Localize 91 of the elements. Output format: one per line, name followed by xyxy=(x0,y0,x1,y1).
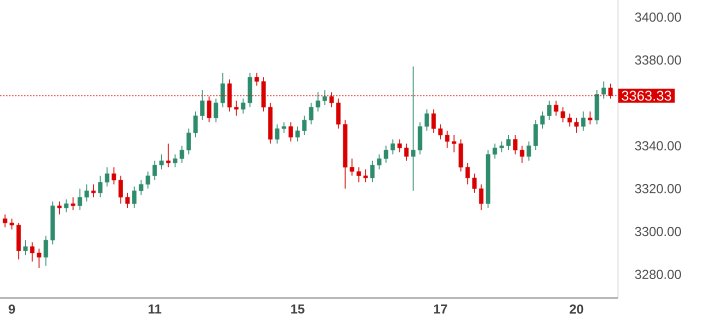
candlestick xyxy=(363,168,368,183)
candlestick xyxy=(2,214,8,228)
candlestick xyxy=(322,90,327,106)
candlestick xyxy=(568,113,572,127)
candlestick xyxy=(526,141,532,162)
candlestick xyxy=(302,115,307,136)
candlestick xyxy=(240,98,246,114)
candlestick xyxy=(492,143,498,160)
x-tick-label: 11 xyxy=(148,304,162,314)
candlestick xyxy=(23,240,28,256)
candlestick xyxy=(78,188,82,211)
candlestick xyxy=(350,158,354,176)
candlestick xyxy=(84,184,89,202)
candlestick xyxy=(540,111,545,130)
candlestick xyxy=(506,134,511,151)
candlestick xyxy=(214,98,218,123)
candlestick xyxy=(70,196,76,211)
candlestick xyxy=(282,122,286,134)
x-tick-label: 17 xyxy=(434,304,448,314)
candlestick xyxy=(554,100,558,116)
candlestick xyxy=(234,100,239,116)
candlestick xyxy=(125,192,130,208)
candlestick xyxy=(132,186,136,208)
candlestick xyxy=(397,138,402,153)
y-tick-label: 3400.00 xyxy=(635,12,682,22)
x-tick-label: 15 xyxy=(291,304,304,314)
candlestick xyxy=(581,111,586,132)
candlestick xyxy=(152,160,157,181)
candlestick xyxy=(479,184,484,211)
candlestick xyxy=(316,92,320,112)
candlestick xyxy=(445,130,450,148)
candlestick xyxy=(370,160,375,183)
candlestick xyxy=(180,145,184,164)
candlestick xyxy=(172,154,178,168)
candlestick xyxy=(10,218,14,230)
candlestick xyxy=(574,117,579,134)
ref-line-label: 3363.33 xyxy=(622,90,672,101)
candlestick xyxy=(520,145,524,164)
candlestick xyxy=(30,242,34,262)
candlestick xyxy=(98,175,102,198)
y-tick-label: 3340.00 xyxy=(635,141,682,150)
candlestick xyxy=(418,122,422,155)
candlestick xyxy=(44,235,48,266)
candlestick xyxy=(431,108,436,134)
candlestick xyxy=(472,173,477,194)
y-tick-label: 3300.00 xyxy=(635,226,682,236)
candlestick xyxy=(424,108,430,132)
candlestick xyxy=(295,126,300,142)
candlestick xyxy=(138,180,144,196)
candlestick xyxy=(118,175,123,204)
candlestick xyxy=(356,166,361,183)
candlestick xyxy=(57,201,62,215)
candlestick xyxy=(91,184,96,198)
candlestick xyxy=(452,134,456,153)
candlestick xyxy=(193,111,198,138)
candlestick xyxy=(200,90,205,120)
candlestick xyxy=(499,141,504,153)
candlestick xyxy=(560,106,566,123)
candlestick xyxy=(274,124,280,144)
candlestick xyxy=(458,138,464,172)
candlestick xyxy=(159,154,164,170)
candlestick xyxy=(206,96,212,123)
candlestick xyxy=(64,198,68,213)
candlestick xyxy=(112,166,116,185)
candlestick xyxy=(547,100,552,120)
candlestick xyxy=(377,154,382,170)
candlestick xyxy=(438,124,443,140)
candlestick xyxy=(288,122,293,142)
candlestick xyxy=(186,128,191,155)
y-tick-label: 3380.00 xyxy=(635,55,682,65)
candlestick xyxy=(384,145,388,164)
candlestick xyxy=(166,143,171,168)
candlestick xyxy=(308,102,314,125)
candlestick xyxy=(390,138,396,155)
candlestick xyxy=(411,66,416,192)
candlestick xyxy=(336,98,341,130)
candlestick xyxy=(465,162,470,185)
candlestick xyxy=(36,248,42,268)
y-tick-label: 3320.00 xyxy=(635,184,682,194)
candlestick xyxy=(533,120,538,151)
candlestick xyxy=(104,166,110,187)
x-tick-label: 9 xyxy=(8,304,15,314)
candlestick xyxy=(404,143,409,162)
x-tick-label: 20 xyxy=(570,304,584,314)
candlestick xyxy=(588,111,592,125)
candlestick xyxy=(146,171,150,190)
candlestick xyxy=(220,72,225,108)
candlestick xyxy=(513,134,518,155)
candlestick xyxy=(254,72,259,86)
y-tick-label: 3280.00 xyxy=(635,270,682,280)
candlestick xyxy=(602,81,606,100)
